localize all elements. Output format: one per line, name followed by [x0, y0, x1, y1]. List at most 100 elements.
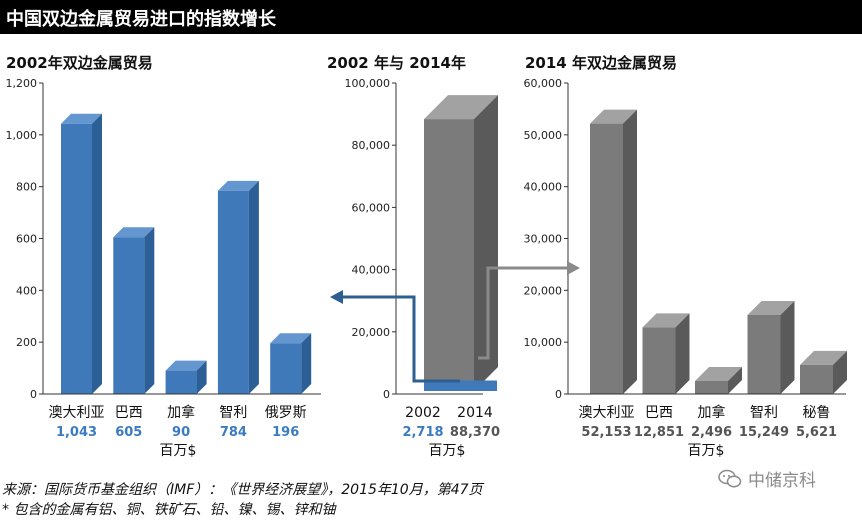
bar-side: [780, 300, 795, 394]
arrow-head-left-icon: [330, 290, 343, 304]
bar-front: [695, 381, 728, 394]
bar-front: [642, 327, 676, 394]
bar-top: [61, 113, 102, 124]
bar-top: [642, 313, 690, 328]
bar: [424, 95, 498, 391]
bar: [642, 313, 690, 394]
value-label: 2,718: [402, 425, 443, 440]
y-tick-label: 100,000: [345, 77, 391, 90]
bar-top: [217, 180, 259, 191]
y-tick-label: 40,000: [524, 181, 563, 194]
arrow-to-2002: [340, 295, 460, 383]
figure-title: 中国双边金属贸易进口的指数增长: [6, 9, 276, 30]
y-tick-label: 30,000: [524, 233, 563, 246]
bar: [165, 360, 207, 394]
value-label: 2,496: [691, 425, 732, 440]
value-label: 605: [115, 425, 142, 440]
bar-side: [92, 113, 102, 395]
bar: [590, 109, 637, 394]
bar-front: [270, 343, 302, 394]
bar: [800, 350, 847, 394]
bar-front: [590, 123, 623, 394]
chart-2014: 2014 年双边金属贸易 0 10,000 20,000 30,000 40,000 50,…: [524, 54, 847, 459]
y-tick-label: 60,000: [524, 77, 563, 90]
y-tick-label: 400: [16, 284, 37, 297]
header-bar: 中国双边金属贸易进口的指数增长: [0, 0, 862, 34]
bar: [270, 333, 312, 394]
bar-front: [800, 364, 833, 394]
bar-front: [165, 370, 197, 394]
bar-side: [833, 350, 847, 394]
chart-title: 2014 年双边金属贸易: [525, 54, 677, 72]
value-label: 15,249: [739, 425, 789, 440]
y-tick-label: 60,000: [352, 201, 391, 214]
bar: [695, 367, 742, 394]
y-tick-label: 0: [30, 388, 37, 401]
category-label: 俄罗斯: [265, 405, 307, 421]
y-tick-label: 0: [555, 388, 562, 401]
y-tick-label: 800: [16, 181, 37, 194]
category-label: 澳大利亚: [579, 405, 635, 421]
bar-side: [474, 95, 498, 391]
bar: [747, 300, 795, 394]
value-label: 12,851: [634, 425, 684, 440]
value-label: 784: [220, 425, 247, 440]
bar-front: [424, 119, 474, 391]
y-tick-label: 50,000: [524, 129, 563, 142]
y-tick-label: 200: [16, 336, 37, 349]
y-tick-label: 20,000: [352, 326, 391, 339]
bar-side: [675, 313, 690, 394]
unit-label: 百万$: [429, 443, 466, 459]
value-label: 52,153: [581, 425, 631, 440]
bar-top: [590, 109, 637, 124]
y-tick-label: 1,000: [6, 129, 38, 142]
arrow-head-right-icon: [567, 261, 580, 275]
bar-top: [695, 367, 742, 382]
connector-arrows: [330, 261, 580, 383]
bar-front: [113, 237, 145, 394]
bar-front: [217, 190, 249, 394]
chart-title: 2002 年与 2014年: [327, 54, 466, 72]
wechat-icon: [718, 469, 742, 487]
source-note: 来源：国际货币基金组织（IMF）：《世界经济展望》，2015年10月，第47页: [2, 482, 483, 498]
unit-label: 百万$: [160, 443, 197, 459]
bar-top: [113, 227, 155, 238]
bar-side: [623, 109, 637, 394]
watermark: 中储京科: [718, 466, 816, 491]
chart-2002: 2002年双边金属贸易 0 200 400 600 800 1,000 1,200 澳大利亚 1,…: [6, 54, 321, 459]
category-label: 2014: [457, 405, 493, 421]
bar-side: [144, 227, 155, 394]
unit-label: 百万$: [688, 443, 725, 459]
y-tick-label: 40,000: [352, 264, 391, 277]
value-label: 88,370: [450, 425, 500, 440]
bar-top: [165, 360, 207, 371]
value-label: 90: [172, 425, 190, 440]
bar-top: [424, 95, 498, 120]
bar: [217, 180, 259, 394]
category-label: 澳大利亚: [49, 405, 105, 421]
bar-top: [747, 300, 795, 315]
footnote: * 包含的金属有铝、铜、铁矿石、铅、镍、锡、锌和铀: [2, 502, 336, 518]
bar-top: [800, 350, 847, 365]
value-label: 1,043: [56, 425, 97, 440]
chart-title: 2002年双边金属贸易: [6, 54, 153, 72]
value-label: 196: [272, 425, 299, 440]
y-tick-label: 0: [383, 388, 390, 401]
value-label: 5,621: [796, 425, 837, 440]
y-tick-label: 1,200: [6, 77, 38, 90]
category-label: 加拿: [698, 404, 726, 421]
y-tick-label: 10,000: [524, 336, 563, 349]
y-tick-label: 80,000: [352, 139, 391, 152]
category-label: 2002: [405, 405, 441, 421]
y-tick-label: 20,000: [524, 284, 563, 297]
bar-side: [301, 333, 312, 394]
category-label: 智利: [219, 405, 247, 421]
category-label: 巴西: [645, 405, 673, 421]
category-label: 智利: [750, 405, 778, 421]
bar-front: [747, 314, 781, 394]
bar-top: [270, 333, 312, 344]
category-label: 巴西: [115, 405, 143, 421]
bar-side: [728, 367, 742, 394]
